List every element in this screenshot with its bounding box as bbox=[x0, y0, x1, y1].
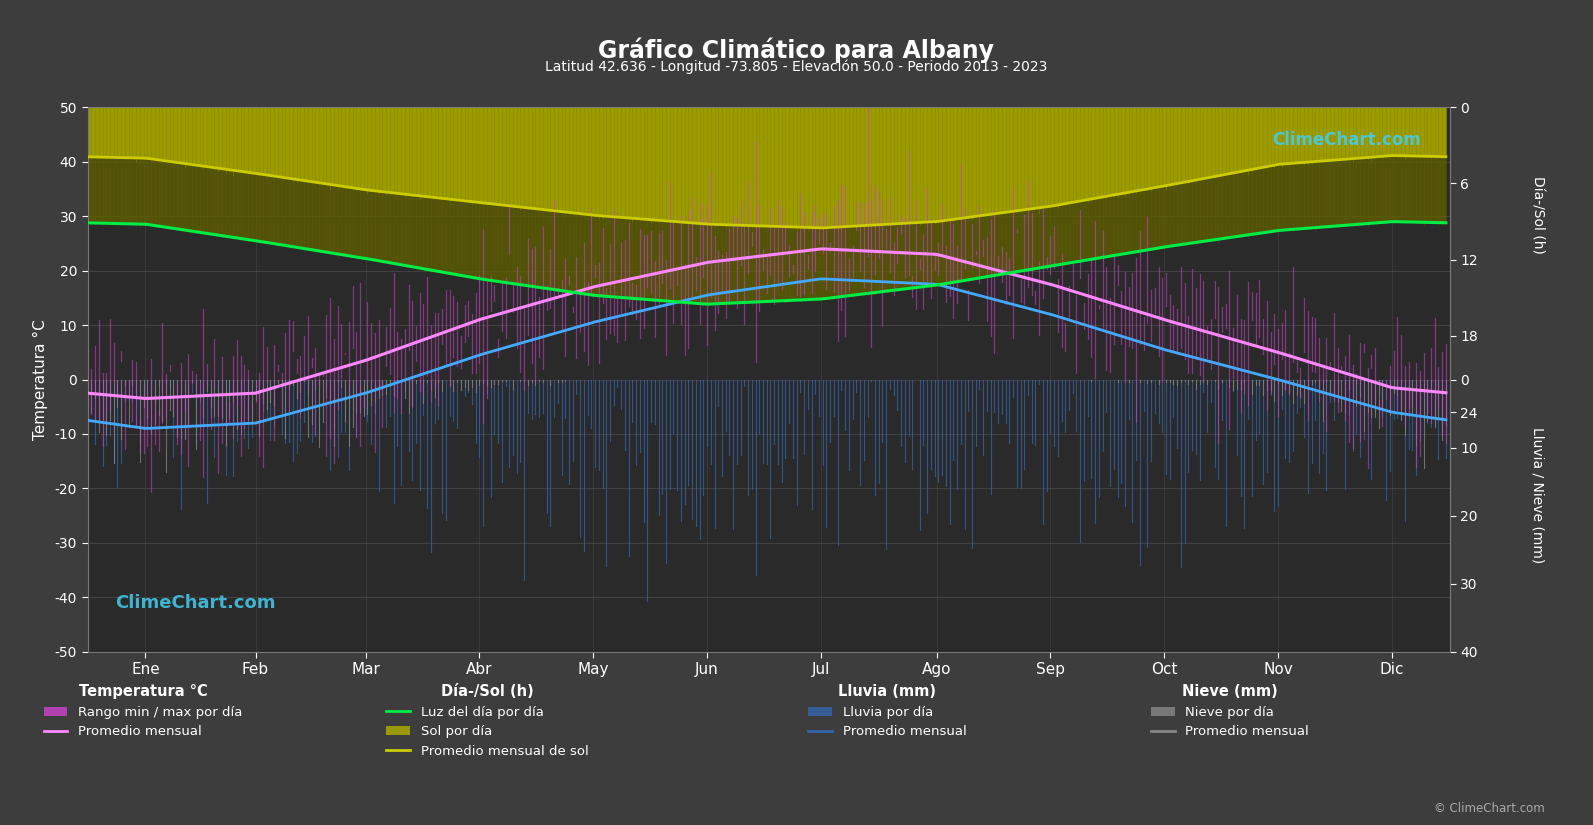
Legend: Luz del día por día, Sol por día, Promedio mensual de sol: Luz del día por día, Sol por día, Promed… bbox=[381, 679, 594, 763]
Text: Día-/Sol (h): Día-/Sol (h) bbox=[1531, 176, 1544, 253]
Text: Gráfico Climático para Albany: Gráfico Climático para Albany bbox=[599, 37, 994, 63]
Text: ClimeChart.com: ClimeChart.com bbox=[1273, 131, 1421, 149]
Y-axis label: Temperatura °C: Temperatura °C bbox=[33, 319, 48, 440]
Legend: Lluvia por día, Promedio mensual: Lluvia por día, Promedio mensual bbox=[803, 679, 972, 743]
Text: ClimeChart.com: ClimeChart.com bbox=[115, 594, 276, 612]
Text: Lluvia / Nieve (mm): Lluvia / Nieve (mm) bbox=[1531, 427, 1544, 563]
Legend: Rango min / max por día, Promedio mensual: Rango min / max por día, Promedio mensua… bbox=[38, 679, 247, 743]
Text: © ClimeChart.com: © ClimeChart.com bbox=[1434, 802, 1545, 815]
Legend: Nieve por día, Promedio mensual: Nieve por día, Promedio mensual bbox=[1145, 679, 1314, 743]
Text: Latitud 42.636 - Longitud -73.805 - Elevación 50.0 - Periodo 2013 - 2023: Latitud 42.636 - Longitud -73.805 - Elev… bbox=[545, 59, 1048, 74]
